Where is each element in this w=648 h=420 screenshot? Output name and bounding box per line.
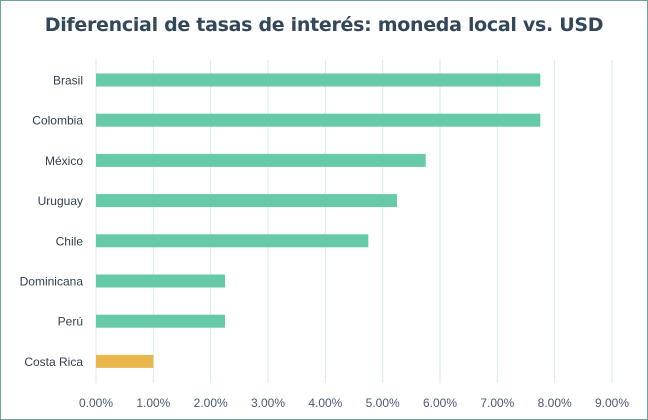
category-label: Chile bbox=[56, 234, 84, 248]
bar-uruguay bbox=[96, 194, 397, 208]
x-tick-label: 4.00% bbox=[308, 396, 342, 410]
category-label: Uruguay bbox=[38, 194, 83, 208]
x-tick-label: 8.00% bbox=[538, 396, 572, 410]
x-tick-label: 0.00% bbox=[79, 396, 113, 410]
category-label: México bbox=[45, 154, 83, 168]
x-tick-label: 9.00% bbox=[595, 396, 629, 410]
x-tick-label: 7.00% bbox=[480, 396, 514, 410]
bar-chile bbox=[96, 234, 369, 248]
category-label: Brasil bbox=[53, 74, 83, 88]
bar-m-xico bbox=[96, 153, 426, 167]
bar-colombia bbox=[96, 113, 541, 127]
x-tick-label: 1.00% bbox=[136, 396, 170, 410]
category-label: Colombia bbox=[32, 114, 83, 128]
category-label: Costa Rica bbox=[24, 355, 83, 369]
bar-costa-rica bbox=[96, 354, 154, 368]
bar-per- bbox=[96, 314, 225, 328]
x-tick-label: 3.00% bbox=[251, 396, 285, 410]
bar-brasil bbox=[96, 73, 541, 87]
x-tick-label: 6.00% bbox=[423, 396, 457, 410]
x-tick-label: 2.00% bbox=[194, 396, 228, 410]
x-tick-label: 5.00% bbox=[366, 396, 400, 410]
category-label: Dominicana bbox=[20, 275, 84, 289]
category-label: Perú bbox=[58, 315, 83, 329]
bar-dominicana bbox=[96, 274, 225, 288]
chart-title: Diferencial de tasas de interés: moneda … bbox=[44, 14, 604, 36]
